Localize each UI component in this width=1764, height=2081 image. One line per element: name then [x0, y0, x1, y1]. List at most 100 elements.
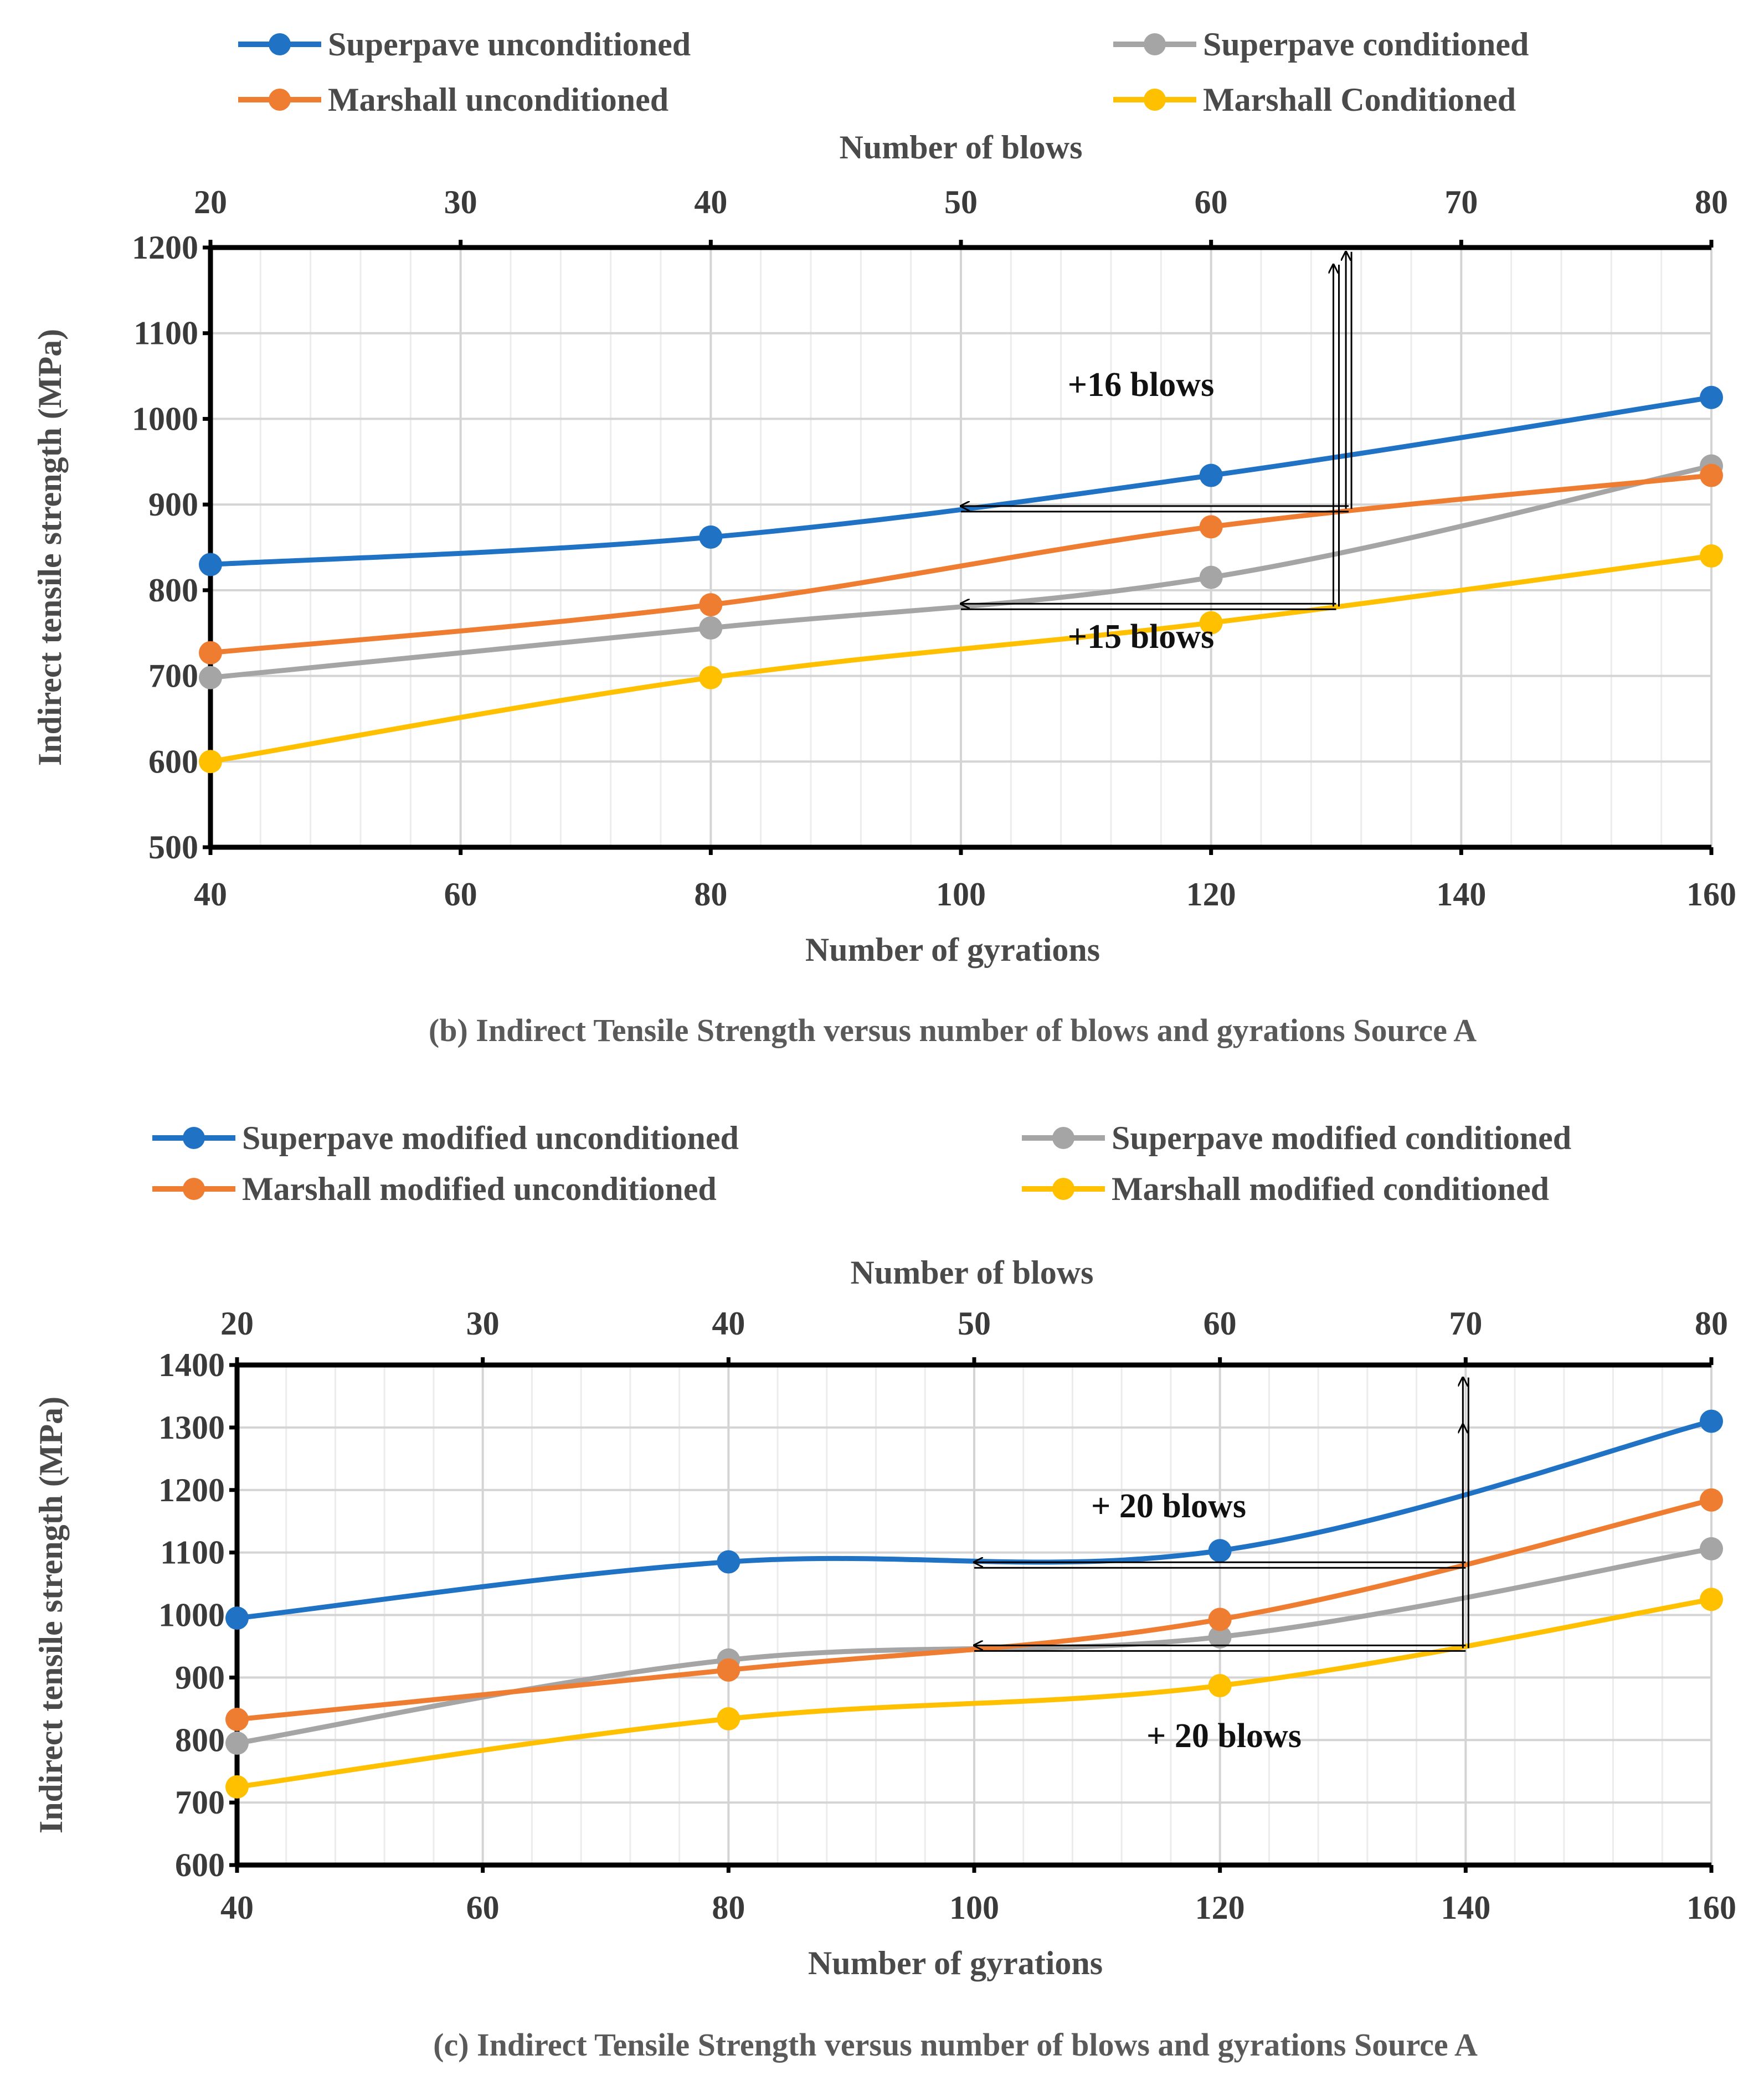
y-tick-label: 1300 — [158, 1409, 225, 1446]
legend-marker — [1052, 1127, 1074, 1149]
legend-marker — [1144, 33, 1166, 55]
y-tick-label: 1200 — [132, 229, 198, 266]
y-tick-label: 900 — [175, 1659, 225, 1696]
y-tick-label: 1000 — [132, 400, 198, 437]
data-point — [225, 1775, 249, 1799]
x2-tick-label: 60 — [1204, 1305, 1237, 1342]
x-axis-title: Number of gyrations — [805, 931, 1100, 968]
x2-tick-label: 80 — [1695, 184, 1728, 220]
x-tick-label: 60 — [466, 1889, 500, 1926]
series-line — [208, 473, 1714, 656]
figure-caption: (c) Indirect Tensile Strength versus num… — [433, 2027, 1478, 2063]
x2-tick-label: 50 — [944, 184, 978, 220]
data-point — [1199, 515, 1223, 539]
y-tick-label: 900 — [148, 486, 198, 523]
legend-label: Superpave conditioned — [1203, 26, 1529, 63]
data-point — [1700, 1409, 1723, 1433]
y-tick-label: 700 — [148, 658, 198, 694]
y-tick-label: 1100 — [133, 315, 198, 352]
annotation-label: +16 blows — [1068, 366, 1214, 404]
data-point — [699, 525, 723, 549]
data-point — [717, 1658, 740, 1682]
x2-axis-title: Number of blows — [840, 129, 1083, 166]
x2-tick-label: 50 — [958, 1305, 991, 1342]
x-tick-label: 160 — [1686, 876, 1736, 913]
legend-marker — [183, 1178, 205, 1200]
data-point — [1199, 611, 1223, 635]
data-point — [1199, 463, 1223, 487]
y-axis-title: Indirect tensile strength (MPa) — [33, 1397, 69, 1833]
legend-label: Marshall Conditioned — [1203, 81, 1516, 118]
x-axis-title: Number of gyrations — [808, 1945, 1103, 1981]
x-tick-label: 120 — [1195, 1889, 1245, 1926]
legend-marker — [1052, 1178, 1074, 1200]
data-point — [199, 750, 222, 774]
data-point — [699, 666, 723, 689]
data-point — [225, 1731, 249, 1755]
x2-axis-title: Number of blows — [851, 1254, 1094, 1291]
y-tick-label: 800 — [175, 1722, 225, 1758]
legend-label: Marshall modified conditioned — [1112, 1171, 1549, 1207]
y-tick-label: 800 — [148, 572, 198, 609]
annotation-label: + 20 blows — [1091, 1487, 1246, 1525]
x2-tick-label: 40 — [694, 184, 727, 220]
annotation-label: + 20 blows — [1146, 1717, 1302, 1755]
data-point — [1700, 463, 1723, 487]
y-tick-label: 700 — [175, 1784, 225, 1821]
data-point — [199, 641, 222, 665]
legend-label: Superpave modified unconditioned — [242, 1120, 739, 1156]
annotation-label: +15 blows — [1068, 618, 1214, 656]
x2-tick-label: 70 — [1444, 184, 1478, 220]
data-point — [717, 1707, 740, 1730]
x2-tick-label: 30 — [466, 1305, 500, 1342]
x-tick-label: 160 — [1686, 1889, 1736, 1926]
data-point — [699, 593, 723, 617]
x2-tick-label: 60 — [1195, 184, 1228, 220]
x2-tick-label: 40 — [712, 1305, 745, 1342]
x2-tick-label: 70 — [1449, 1305, 1482, 1342]
x2-tick-label: 20 — [220, 1305, 254, 1342]
x-tick-label: 100 — [949, 1889, 999, 1926]
x-tick-label: 80 — [694, 876, 727, 913]
legend-label: Marshall unconditioned — [328, 81, 668, 118]
y-tick-label: 600 — [148, 743, 198, 780]
data-point — [199, 553, 222, 576]
series-line — [234, 1596, 1714, 1790]
x-tick-label: 120 — [1186, 876, 1236, 913]
data-point — [225, 1708, 249, 1732]
legend-label: Superpave modified conditioned — [1112, 1120, 1571, 1156]
x-tick-label: 40 — [220, 1889, 254, 1926]
data-point — [1700, 385, 1723, 409]
x-tick-label: 140 — [1441, 1889, 1490, 1926]
data-point — [225, 1606, 249, 1630]
y-axis-title: Indirect tensile strength (MPa) — [32, 329, 68, 766]
x-tick-label: 80 — [712, 1889, 745, 1926]
y-tick-label: 600 — [175, 1847, 225, 1883]
data-point — [1700, 1588, 1723, 1611]
x2-tick-label: 30 — [444, 184, 477, 220]
data-point — [1208, 1539, 1232, 1563]
y-tick-label: 1400 — [158, 1347, 225, 1383]
data-point — [1700, 1537, 1723, 1560]
x-tick-label: 60 — [444, 876, 477, 913]
x2-tick-label: 80 — [1695, 1305, 1728, 1342]
data-point — [1208, 1625, 1232, 1649]
legend-marker — [183, 1127, 205, 1149]
legend-label: Superpave unconditioned — [328, 26, 691, 63]
chart-c: Superpave modified unconditioned Superpav… — [33, 1120, 1736, 2063]
series-line — [208, 553, 1714, 764]
legend-label: Marshall modified unconditioned — [242, 1171, 717, 1207]
figure-caption: (b) Indirect Tensile Strength versus num… — [429, 1012, 1477, 1048]
y-tick-label: 1200 — [158, 1472, 225, 1508]
legend-marker — [1144, 89, 1166, 111]
x-tick-label: 140 — [1436, 876, 1486, 913]
data-point — [1199, 565, 1223, 589]
y-tick-label: 1100 — [160, 1534, 225, 1571]
data-point — [1208, 1674, 1232, 1698]
data-point — [1700, 1488, 1723, 1512]
legend-marker — [269, 89, 291, 111]
data-point — [717, 1550, 740, 1574]
x2-tick-label: 20 — [194, 184, 227, 220]
x-tick-label: 40 — [194, 876, 227, 913]
